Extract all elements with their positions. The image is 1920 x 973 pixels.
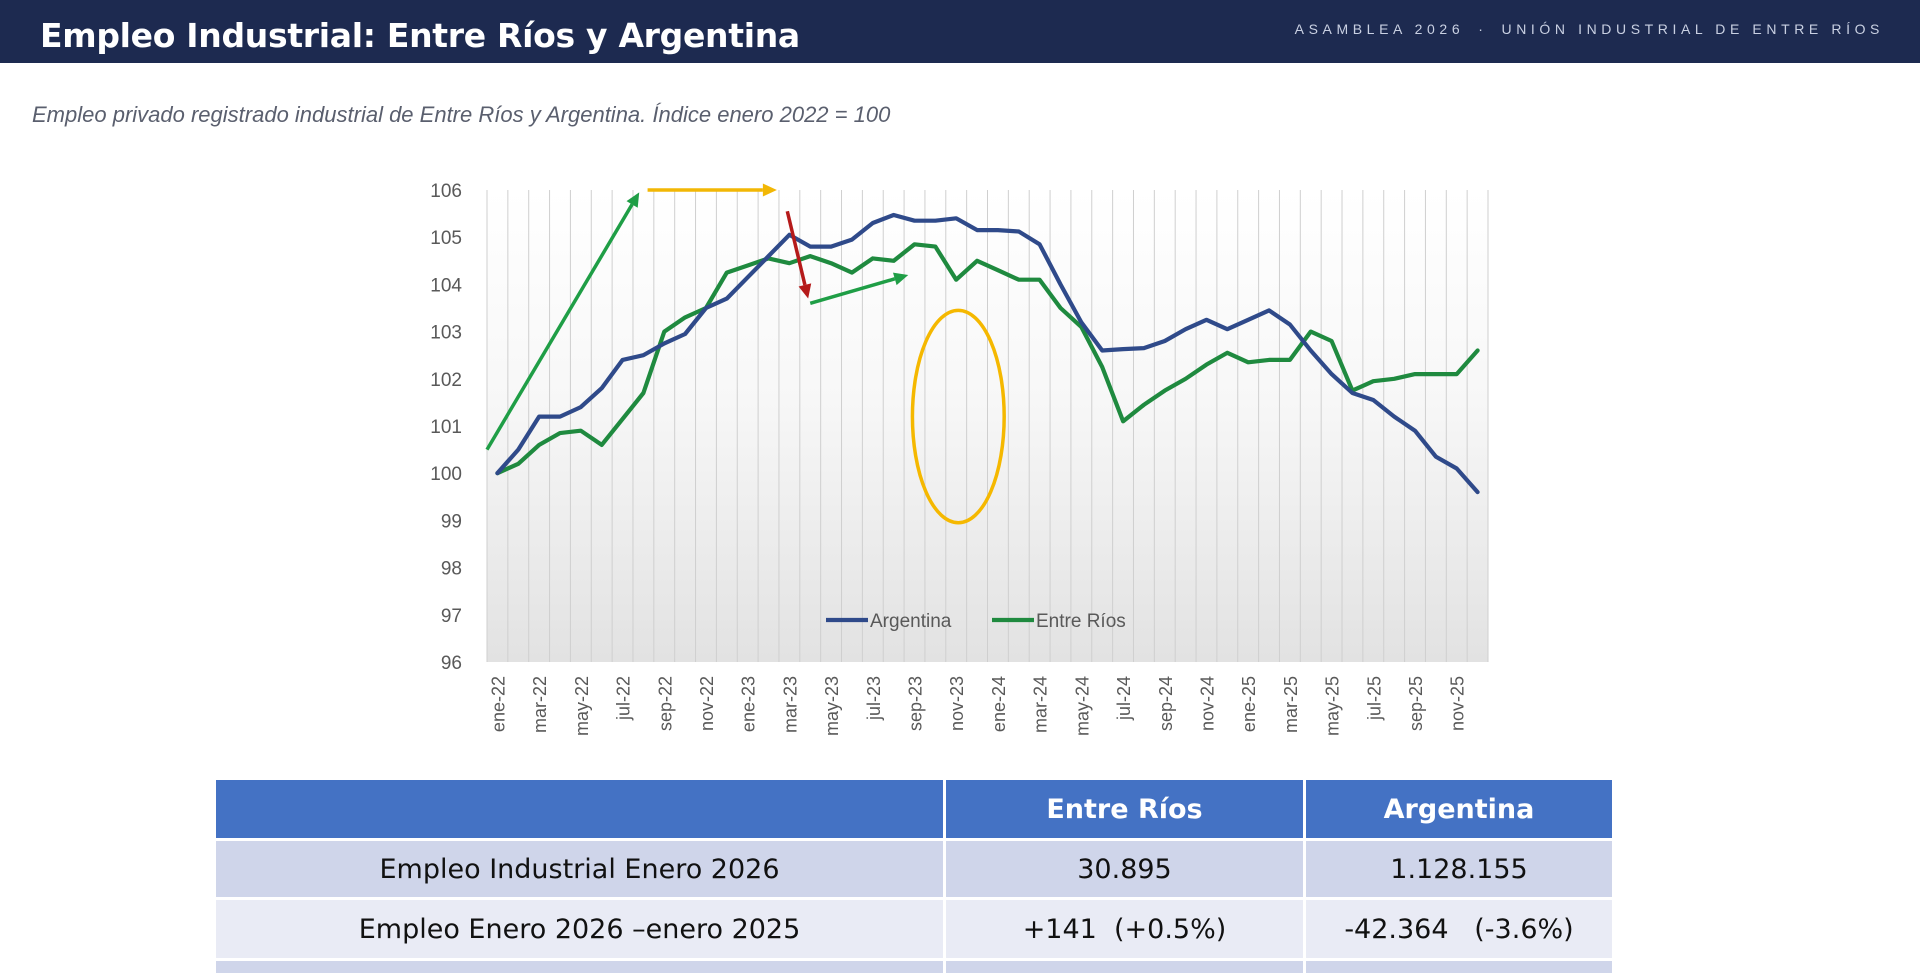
x-tick-label: nov-25 — [1448, 676, 1468, 731]
entre-rios-value: +141 (+0.5%) — [945, 899, 1305, 960]
x-tick-label: jul-24 — [1114, 676, 1134, 721]
x-tick-label: may-22 — [572, 676, 592, 736]
x-tick-label: ene-24 — [989, 676, 1009, 732]
y-tick-label: 103 — [430, 323, 462, 344]
y-tick-label: 106 — [430, 181, 462, 202]
x-tick-label: ene-23 — [739, 676, 759, 732]
x-tick-label: mar-25 — [1281, 676, 1301, 733]
table-row: Empleo Industrial Enero 2026 30.895 1.12… — [216, 840, 1612, 899]
employment-index-chart: 96 97 98 99 100 101 102 103 104 105 106 ene-22 mar-… — [0, 0, 1920, 775]
row-label: Empleo Enero 2026 –enero 2025 — [216, 899, 945, 960]
x-tick-label: may-24 — [1072, 676, 1092, 736]
x-tick-label: jul-25 — [1364, 676, 1384, 721]
x-tick-label: mar-23 — [780, 676, 800, 733]
table-cell-empty — [945, 960, 1305, 973]
y-tick-label: 96 — [441, 653, 462, 674]
y-tick-label: 102 — [430, 370, 462, 391]
x-tick-label: ene-22 — [488, 676, 508, 732]
legend-label: Argentina — [870, 611, 952, 632]
argentina-value: 1.128.155 — [1305, 840, 1613, 899]
x-tick-label: sep-24 — [1156, 676, 1176, 731]
table-cell-empty — [1305, 960, 1613, 973]
y-tick-label: 105 — [430, 228, 462, 249]
employment-summary-table: Entre Ríos Argentina Empleo Industrial E… — [216, 780, 1612, 973]
table-header-entre-rios: Entre Ríos — [945, 780, 1305, 840]
y-tick-label: 97 — [441, 606, 462, 627]
table-header-row: Entre Ríos Argentina — [216, 780, 1612, 840]
y-tick-label: 100 — [430, 464, 462, 485]
x-tick-label: mar-22 — [530, 676, 550, 733]
x-tick-label: may-25 — [1323, 676, 1343, 736]
table-row-partial — [216, 960, 1612, 973]
x-tick-label: nov-24 — [1197, 676, 1217, 731]
x-tick-label: ene-25 — [1239, 676, 1259, 732]
argentina-value: -42.364 (-3.6%) — [1305, 899, 1613, 960]
x-tick-label: jul-22 — [614, 676, 634, 721]
table-cell-empty — [216, 960, 945, 973]
table-header-empty — [216, 780, 945, 840]
entre-rios-value: 30.895 — [945, 840, 1305, 899]
x-tick-label: nov-23 — [947, 676, 967, 731]
row-label: Empleo Industrial Enero 2026 — [216, 840, 945, 899]
x-tick-label: jul-23 — [864, 676, 884, 721]
y-tick-label: 104 — [430, 275, 462, 296]
x-tick-label: sep-25 — [1406, 676, 1426, 731]
x-tick-label: sep-22 — [655, 676, 675, 731]
x-tick-label: mar-24 — [1031, 676, 1051, 733]
y-tick-label: 98 — [441, 559, 462, 580]
legend-label: Entre Ríos — [1036, 611, 1126, 632]
x-tick-label: may-23 — [822, 676, 842, 736]
x-tick-label: nov-22 — [697, 676, 717, 731]
table-row: Empleo Enero 2026 –enero 2025 +141 (+0.5… — [216, 899, 1612, 960]
x-tick-label: sep-23 — [906, 676, 926, 731]
y-tick-label: 101 — [430, 417, 462, 438]
table-header-argentina: Argentina — [1305, 780, 1613, 840]
y-tick-label: 99 — [441, 511, 462, 532]
